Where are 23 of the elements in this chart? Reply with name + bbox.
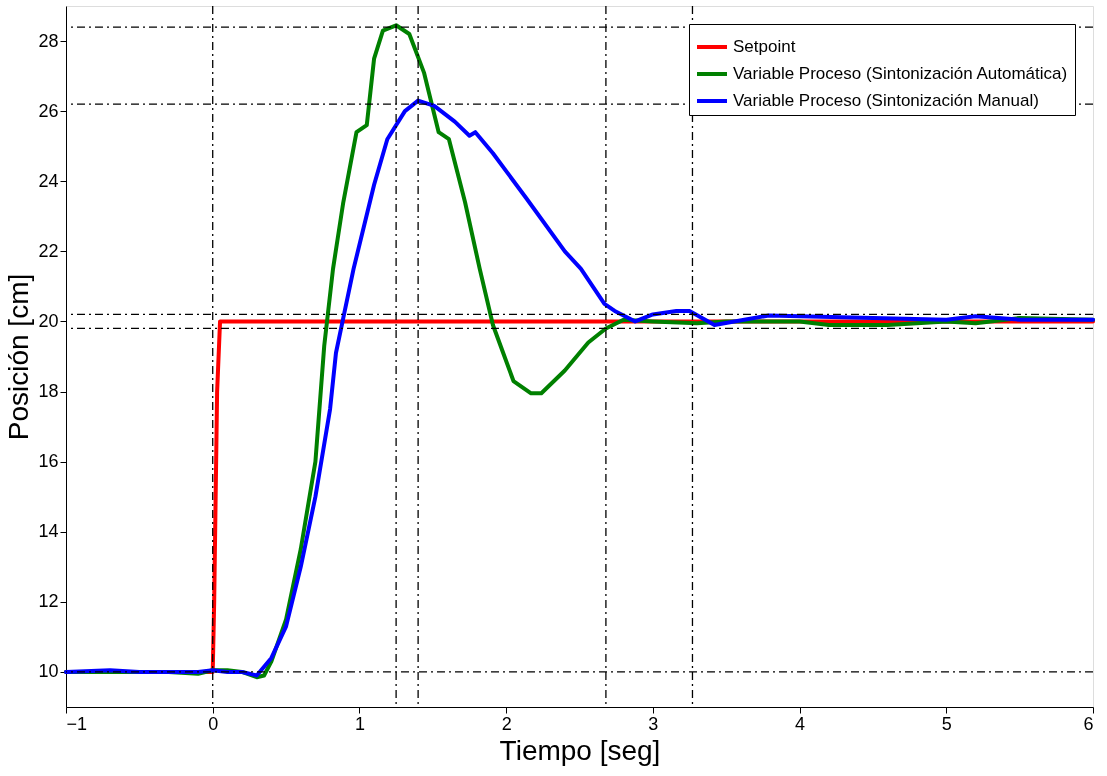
x-tick-label: 1: [354, 713, 365, 734]
x-tick-label: 6: [1083, 713, 1094, 734]
y-tick-label: 12: [38, 591, 59, 612]
legend-label: Variable Proceso (Sintonización Manual): [733, 91, 1039, 110]
x-tick-label: 3: [648, 713, 659, 734]
x-tick-label: 5: [941, 713, 952, 734]
x-axis-title: Tiempo [seg]: [499, 734, 661, 766]
y-tick-label: 24: [38, 170, 59, 191]
y-tick-label: 16: [38, 451, 59, 472]
y-axis-title: Posición [cm]: [3, 273, 35, 441]
y-tick-label: 18: [38, 381, 59, 402]
y-tick-label: 14: [38, 521, 59, 542]
y-tick-label: 20: [38, 310, 59, 331]
legend-label: Setpoint: [733, 37, 796, 56]
legend-label: Variable Proceso (Sintonización Automática): [733, 64, 1068, 83]
y-tick-label: 10: [38, 661, 59, 682]
y-tick-label: 26: [38, 100, 59, 121]
x-tick-label: −1: [66, 713, 88, 734]
y-tick-label: 28: [38, 30, 59, 51]
x-tick-label: 0: [208, 713, 219, 734]
x-tick-label: 2: [501, 713, 512, 734]
x-tick-label: 4: [795, 713, 806, 734]
y-tick-label: 22: [38, 240, 59, 261]
